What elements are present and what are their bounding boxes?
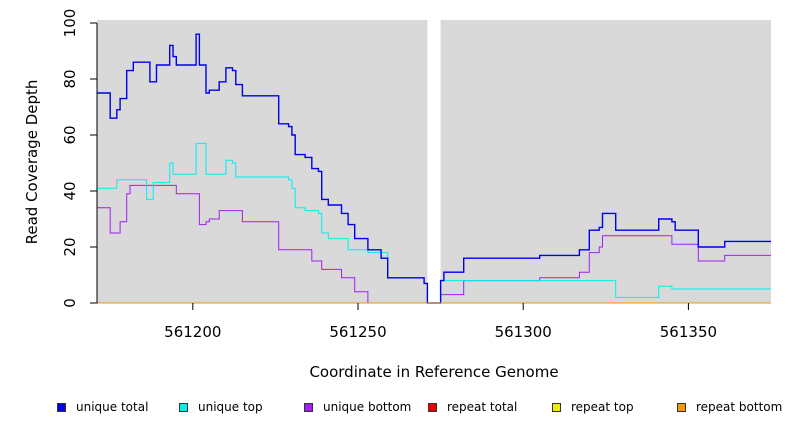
legend-item-repeat-bottom: repeat bottom — [677, 400, 782, 414]
legend-swatch — [428, 402, 437, 412]
coverage-chart: 0 20 40 60 80 100 561200 561250 561300 561350 Coo… — [23, 9, 771, 381]
legend-swatch — [179, 402, 188, 412]
legend-swatch — [552, 402, 561, 412]
y-tick-label: 40 — [61, 181, 79, 200]
x-tick-label: 561250 — [329, 323, 386, 341]
legend-item-repeat-top: repeat top — [552, 400, 634, 414]
legend-swatch — [57, 402, 66, 412]
y-tick-label: 0 — [61, 298, 79, 308]
y-axis-title: Read Coverage Depth — [23, 80, 41, 245]
legend-label: unique total — [76, 400, 149, 414]
series-line-unique-total — [97, 33, 771, 304]
shaded-region-2 — [440, 20, 771, 303]
legend-item-unique-total: unique total — [57, 400, 148, 414]
legend: unique total unique top unique bottom repea… — [0, 400, 792, 418]
x-axis-title: Coordinate in Reference Genome — [309, 363, 558, 381]
x-tick-label: 561350 — [660, 323, 717, 341]
series-line-unique-bottom — [97, 184, 771, 304]
y-tick-label: 100 — [61, 9, 79, 38]
legend-item-unique-bottom: unique bottom — [304, 400, 411, 414]
x-tick-label: 561300 — [495, 323, 552, 341]
legend-item-repeat-total: repeat total — [428, 400, 517, 414]
shaded-region-1 — [97, 20, 428, 303]
y-tick-label: 60 — [61, 125, 79, 144]
legend-label: unique bottom — [323, 400, 412, 414]
y-tick-label: 20 — [61, 237, 79, 256]
legend-item-unique-top: unique top — [179, 400, 263, 414]
legend-swatch — [677, 402, 686, 412]
legend-label: unique top — [198, 400, 263, 414]
x-tick-label: 561200 — [164, 323, 221, 341]
legend-label: repeat top — [571, 400, 634, 414]
legend-swatch — [304, 402, 313, 412]
legend-label: repeat bottom — [696, 400, 783, 414]
legend-label: repeat total — [447, 400, 518, 414]
y-tick-label: 80 — [61, 69, 79, 88]
